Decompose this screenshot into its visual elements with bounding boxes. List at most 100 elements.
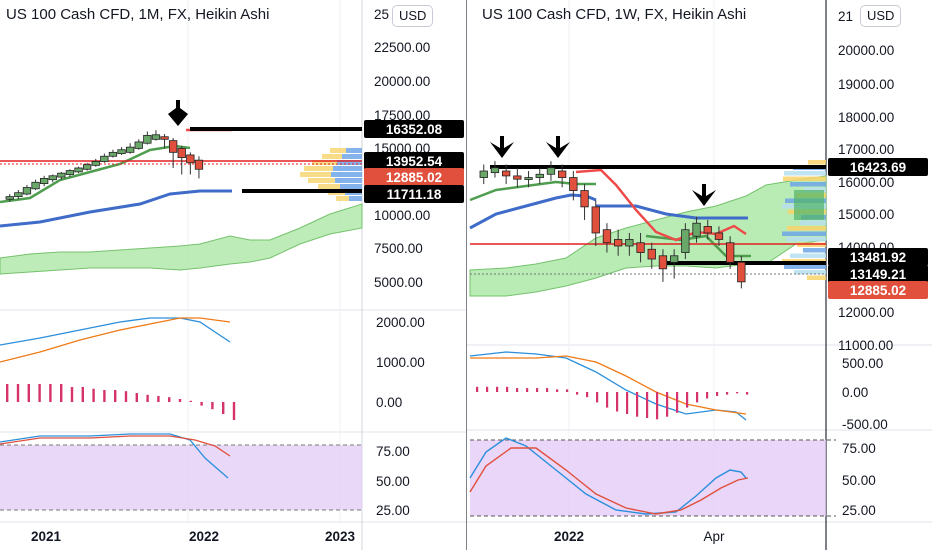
candle-body	[40, 177, 49, 184]
candle-body	[613, 239, 623, 247]
time-axis-label: 2022	[554, 529, 584, 544]
blue-moving-average	[469, 193, 597, 230]
price-tag-label: 12885.02	[386, 170, 442, 185]
candle-body	[669, 255, 679, 263]
price-axis-label: 18000.00	[838, 110, 894, 125]
price-tag: 11711.18	[364, 185, 464, 203]
candle-body	[117, 149, 126, 155]
volume-profile-bar	[333, 166, 362, 171]
volume-profile-bar	[312, 160, 337, 165]
chart-panel-monthly: 2522500.0020000.0017500.0015000.0012500.…	[0, 0, 466, 550]
price-tag: 16423.69	[828, 158, 928, 176]
price-axis-label: 17500.00	[374, 108, 430, 123]
red-conversion-line	[575, 168, 747, 242]
candle-body	[22, 187, 32, 195]
macd-histogram-bar	[6, 384, 9, 402]
candle-body	[591, 206, 600, 234]
volume-profile-bar	[783, 176, 826, 181]
stoch-d-line	[469, 447, 749, 515]
candle-body	[57, 172, 66, 178]
price-axis-label: 7500.00	[374, 241, 423, 256]
macd-histogram-bar	[60, 384, 63, 402]
macd-histogram-bar	[576, 392, 579, 395]
weekly-chart-canvas[interactable]: 21 20000.00 19000.00 18000.00 17000.00 16000.…	[466, 0, 932, 550]
candle-body	[647, 248, 656, 260]
volume-profile-bar	[784, 264, 826, 269]
candle-body	[186, 154, 195, 164]
candle-body	[602, 229, 612, 244]
price-tag: 12885.02	[828, 281, 928, 299]
candle-body	[91, 161, 100, 166]
candle-body	[636, 242, 645, 253]
candle-body	[48, 175, 57, 181]
macd-histogram-bar	[211, 402, 214, 410]
candle-body	[74, 167, 83, 173]
candle-body	[524, 177, 533, 180]
price-tag-box	[364, 120, 464, 138]
volume-profile-bar	[784, 171, 826, 176]
candle-body	[569, 177, 578, 191]
candle-body	[151, 134, 161, 140]
price-axis-label: 17000.00	[838, 142, 894, 157]
macd-histogram-bar	[596, 392, 599, 403]
macd-histogram-bar	[546, 388, 549, 392]
candle-body	[177, 148, 186, 158]
macd-axis-label: 500.00	[842, 356, 883, 371]
macd-histogram-bar	[716, 392, 719, 396]
macd-line	[0, 317, 231, 346]
macd-histogram-bar	[696, 392, 699, 403]
macd-histogram-bar	[626, 392, 629, 415]
macd-histogram-bar	[746, 392, 749, 395]
price-axis-label: 20000.00	[838, 43, 894, 58]
macd-axis-label: -500.00	[842, 417, 888, 432]
candle-body	[100, 155, 109, 162]
time-axis-label: 2021	[31, 529, 62, 544]
stoch-axis-label: 50.00	[376, 474, 410, 489]
price-tag-box	[364, 185, 464, 203]
price-tag-label: 13481.92	[850, 250, 906, 265]
candle-body	[535, 173, 544, 178]
signal-line	[470, 355, 747, 415]
macd-histogram-bar	[646, 392, 649, 418]
macd-histogram-bar	[476, 386, 479, 392]
macd-histogram-bar	[81, 387, 84, 402]
price-axis-label: 25	[374, 7, 389, 22]
price-tag-box	[364, 168, 464, 186]
macd-histogram-bar	[606, 392, 609, 408]
macd-histogram-bar	[16, 384, 20, 402]
volume-profile-bar	[787, 226, 826, 231]
volume-profile-bar	[346, 148, 362, 153]
macd-histogram-bar	[636, 392, 639, 417]
monthly-chart-canvas[interactable]: 2522500.0020000.0017500.0015000.0012500.…	[0, 0, 466, 550]
macd-histogram-bar	[506, 386, 509, 392]
volume-profile-bar	[800, 220, 826, 225]
price-tag: 13481.92	[828, 248, 928, 266]
macd-histogram-bar	[168, 397, 171, 402]
stoch-band	[0, 445, 362, 510]
currency-button[interactable]: USD	[392, 5, 434, 27]
macd-histogram-bar	[736, 392, 739, 394]
volume-profile-bar	[308, 178, 335, 183]
candle-body	[725, 242, 735, 263]
macd-histogram-bar	[486, 386, 489, 392]
candle-body	[126, 146, 135, 153]
macd-histogram-bar	[70, 387, 74, 402]
price-tag-label: 11711.18	[387, 187, 442, 202]
candle-body	[658, 255, 668, 270]
stoch-axis-label: 75.00	[376, 444, 410, 459]
currency-button[interactable]: USD	[860, 5, 902, 27]
volume-profile-bar	[803, 248, 826, 253]
volume-profile-bar	[330, 148, 346, 153]
price-tag-box	[828, 265, 928, 283]
macd-histogram-bar	[556, 389, 559, 392]
volume-profile-bar	[322, 154, 342, 159]
candle-body	[546, 167, 556, 175]
candle-body	[479, 170, 488, 178]
macd-histogram-bar	[146, 394, 149, 402]
macd-histogram-bar	[566, 389, 569, 392]
price-tag-box	[828, 158, 928, 176]
price-axis-label: 19000.00	[838, 77, 894, 92]
stoch-k-line	[469, 437, 747, 515]
candle-body	[134, 141, 143, 149]
volume-profile-bar	[807, 275, 826, 280]
